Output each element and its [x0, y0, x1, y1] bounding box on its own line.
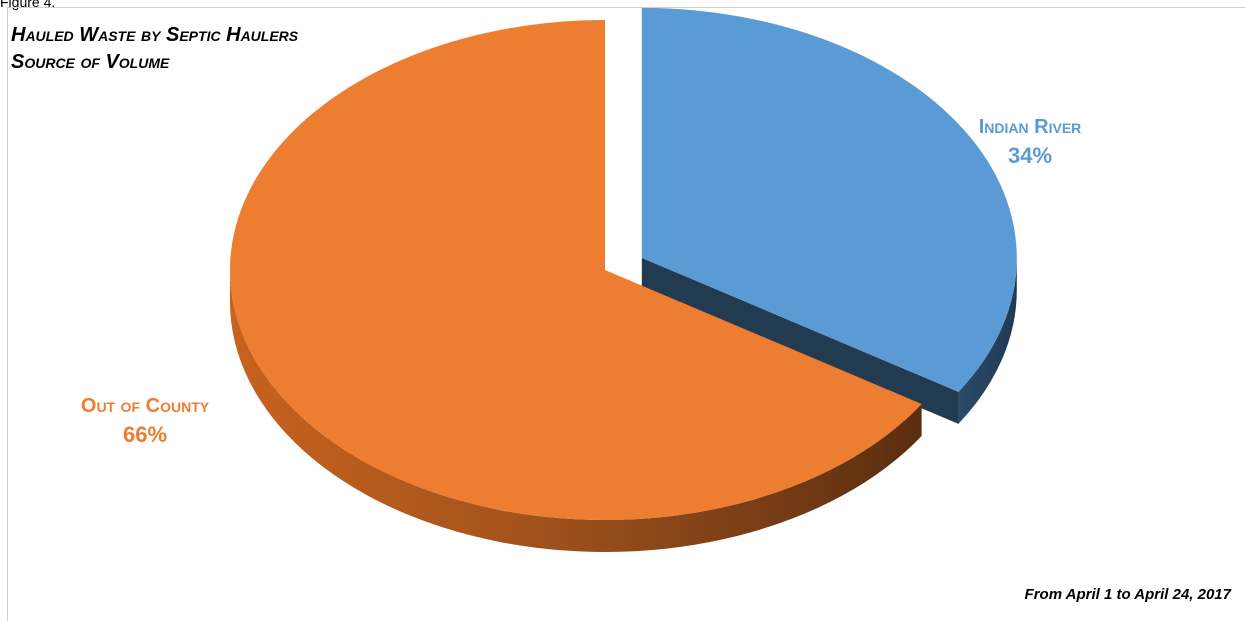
data-label-out-of-county-name: Out of County [80, 395, 210, 417]
figure-label: Figure 4. [0, 0, 56, 10]
data-label-out-of-county-value: 66% [122, 422, 168, 447]
data-label-indian-river-value: 34% [1007, 143, 1053, 168]
data-label-indian-river: Indian River 34% [945, 113, 1115, 172]
pie-slice-edge-0 [641, 257, 959, 424]
chart-frame [7, 7, 1245, 621]
data-label-out-of-county: Out of County 66% [40, 392, 250, 451]
pie-slice-side-1 [230, 270, 922, 552]
pie-slice-out-of-county [229, 20, 922, 520]
chart-footnote: From April 1 to April 24, 2017 [1024, 586, 1231, 603]
pie-slice-side-0 [958, 257, 1017, 424]
chart-title: Hauled Waste by Septic Haulers Source of… [11, 22, 298, 76]
pie-slice-indian-river [641, 7, 1017, 392]
chart-title-line-2: Source of Volume [11, 51, 170, 73]
chart-title-line-1: Hauled Waste by Septic Haulers [11, 24, 299, 46]
data-label-indian-river-name: Indian River [978, 116, 1082, 138]
